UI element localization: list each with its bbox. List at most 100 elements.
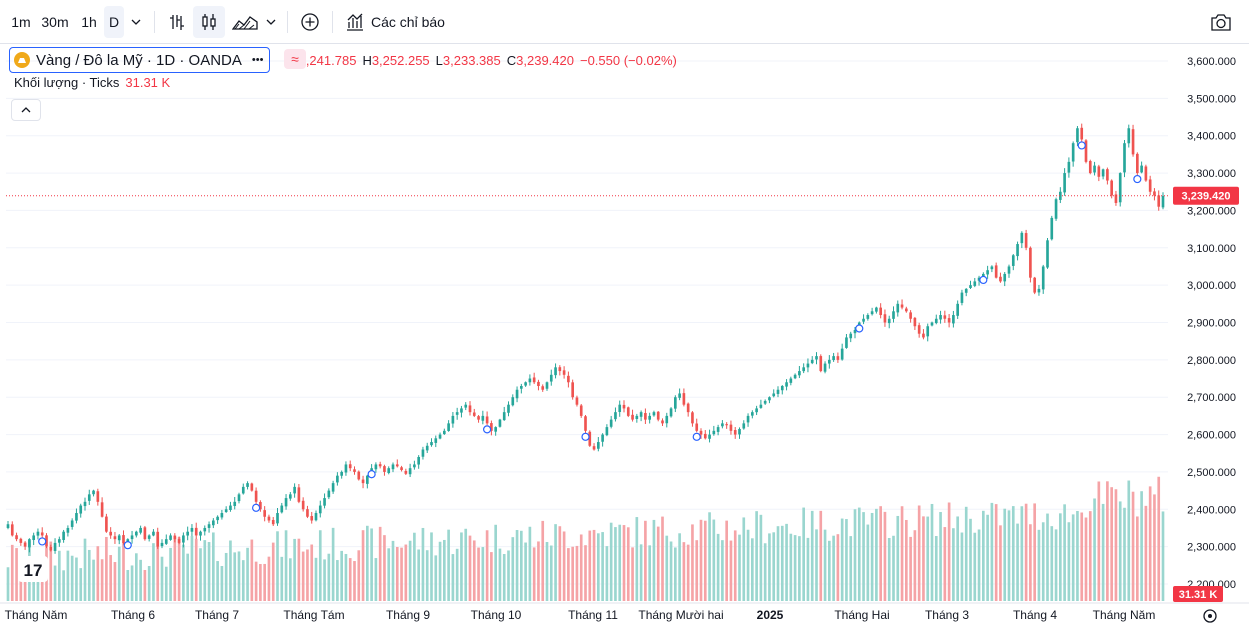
candle-body [430, 442, 433, 446]
volume-bar [254, 561, 258, 601]
candle-body [785, 382, 788, 387]
volume-bar [1101, 503, 1105, 601]
interval-1h-button[interactable]: 1h [81, 13, 97, 30]
volume-bar [699, 519, 703, 601]
volume-bar [186, 553, 189, 601]
volume-bar [990, 502, 994, 601]
interval-1m-button[interactable]: 1m [11, 13, 31, 30]
candle-body [233, 501, 237, 506]
compare-plus-icon[interactable] [294, 6, 326, 38]
area-chart-type-icon[interactable] [229, 6, 261, 38]
symbol-box[interactable]: Vàng / Đô la Mỹ · 1D · OANDA ••• [9, 47, 271, 73]
symbol-more-button[interactable]: ••• [251, 54, 264, 66]
candle-body [832, 356, 835, 361]
interval-d-button[interactable]: D [104, 5, 124, 38]
volume-bar [100, 559, 104, 601]
candle-body [926, 326, 930, 337]
time-tick-label: Tháng 4 [1013, 608, 1057, 622]
candle-body [712, 430, 716, 435]
candle-body [485, 416, 489, 424]
candle-body [549, 374, 553, 382]
candle-body [575, 397, 579, 405]
candle-body [798, 371, 801, 376]
candle-body [1033, 277, 1036, 293]
candle-body [537, 381, 540, 387]
candle-body [246, 483, 249, 487]
collapse-legend-button[interactable] [11, 99, 41, 121]
bars-chart-type-icon[interactable] [161, 6, 193, 38]
interval-30m-button[interactable]: 30m [41, 13, 69, 30]
volume-bar [823, 529, 827, 601]
tradingview-logo-icon: 17 [18, 556, 48, 582]
candle-body [952, 315, 955, 324]
candle-body [917, 325, 921, 334]
volume-bar [366, 525, 369, 601]
volume-bar [220, 566, 224, 601]
candle-body [460, 408, 463, 413]
volume-bar [742, 517, 746, 601]
indicators-button[interactable]: Các chỉ báo [339, 6, 451, 38]
volume-bar [1007, 510, 1011, 601]
volume-bar [913, 530, 917, 601]
volume-bar [481, 547, 485, 601]
candle-body [956, 303, 959, 316]
candle-body [70, 520, 74, 527]
candle-body [1127, 128, 1131, 144]
open-value: 3,241.785 [298, 52, 357, 68]
approx-badge-icon[interactable]: ≈ [284, 49, 306, 69]
volume-bar [1131, 491, 1135, 601]
volume-bar [584, 545, 587, 601]
candle-body [652, 412, 656, 416]
candle-body [1054, 199, 1058, 219]
candle-body [1140, 165, 1143, 173]
volume-bar [199, 548, 202, 601]
candle-body [229, 505, 232, 510]
time-tick-label: Tháng Mười hai [638, 608, 723, 622]
volume-bar [1080, 512, 1084, 601]
candle-body [40, 532, 44, 536]
candle-body [237, 494, 241, 502]
candle-body [964, 288, 968, 293]
volume-bar [413, 532, 416, 601]
indicators-icon [345, 12, 365, 32]
candle-body [87, 494, 91, 501]
candle-body [263, 510, 266, 517]
volume-bar [785, 523, 788, 601]
candle-body [721, 423, 724, 427]
interval-dropdown-chevron-icon[interactable] [124, 6, 148, 38]
volume-bar [815, 529, 818, 601]
volume-bar [472, 540, 476, 601]
candle-body [1157, 195, 1161, 207]
volume-bar [755, 511, 758, 601]
volume-bar [887, 538, 891, 601]
candle-body [122, 535, 125, 543]
volume-bar [152, 543, 155, 601]
price-tick-label: 3,400.000 [1187, 131, 1236, 143]
volume-bar [588, 530, 592, 601]
price-axis: 2,200.0002,300.0002,400.0002,500.0002,60… [1173, 56, 1239, 602]
camera-icon[interactable] [1205, 6, 1237, 38]
candle-body [494, 427, 497, 432]
candle-body [135, 531, 138, 536]
axis-settings-icon[interactable] [1203, 609, 1217, 623]
candle-body [1007, 266, 1011, 274]
candle-body [6, 524, 10, 528]
volume-bar [614, 527, 617, 601]
candle-body [836, 356, 840, 360]
candles-chart-type-icon[interactable] [193, 5, 225, 38]
volume-bar [716, 533, 720, 601]
candle-body [220, 513, 224, 518]
candle-body [845, 337, 848, 348]
candle-body [340, 471, 343, 476]
candle-body [609, 419, 613, 427]
volume-bar [661, 516, 664, 601]
volume-bar [507, 550, 510, 601]
chart-type-chevron-icon[interactable] [261, 6, 281, 38]
candle-body [96, 491, 100, 502]
event-marker [581, 432, 590, 441]
candle-body [203, 527, 207, 532]
volume-bar [216, 561, 219, 601]
candle-body [828, 359, 831, 364]
volume-bar [139, 559, 142, 601]
